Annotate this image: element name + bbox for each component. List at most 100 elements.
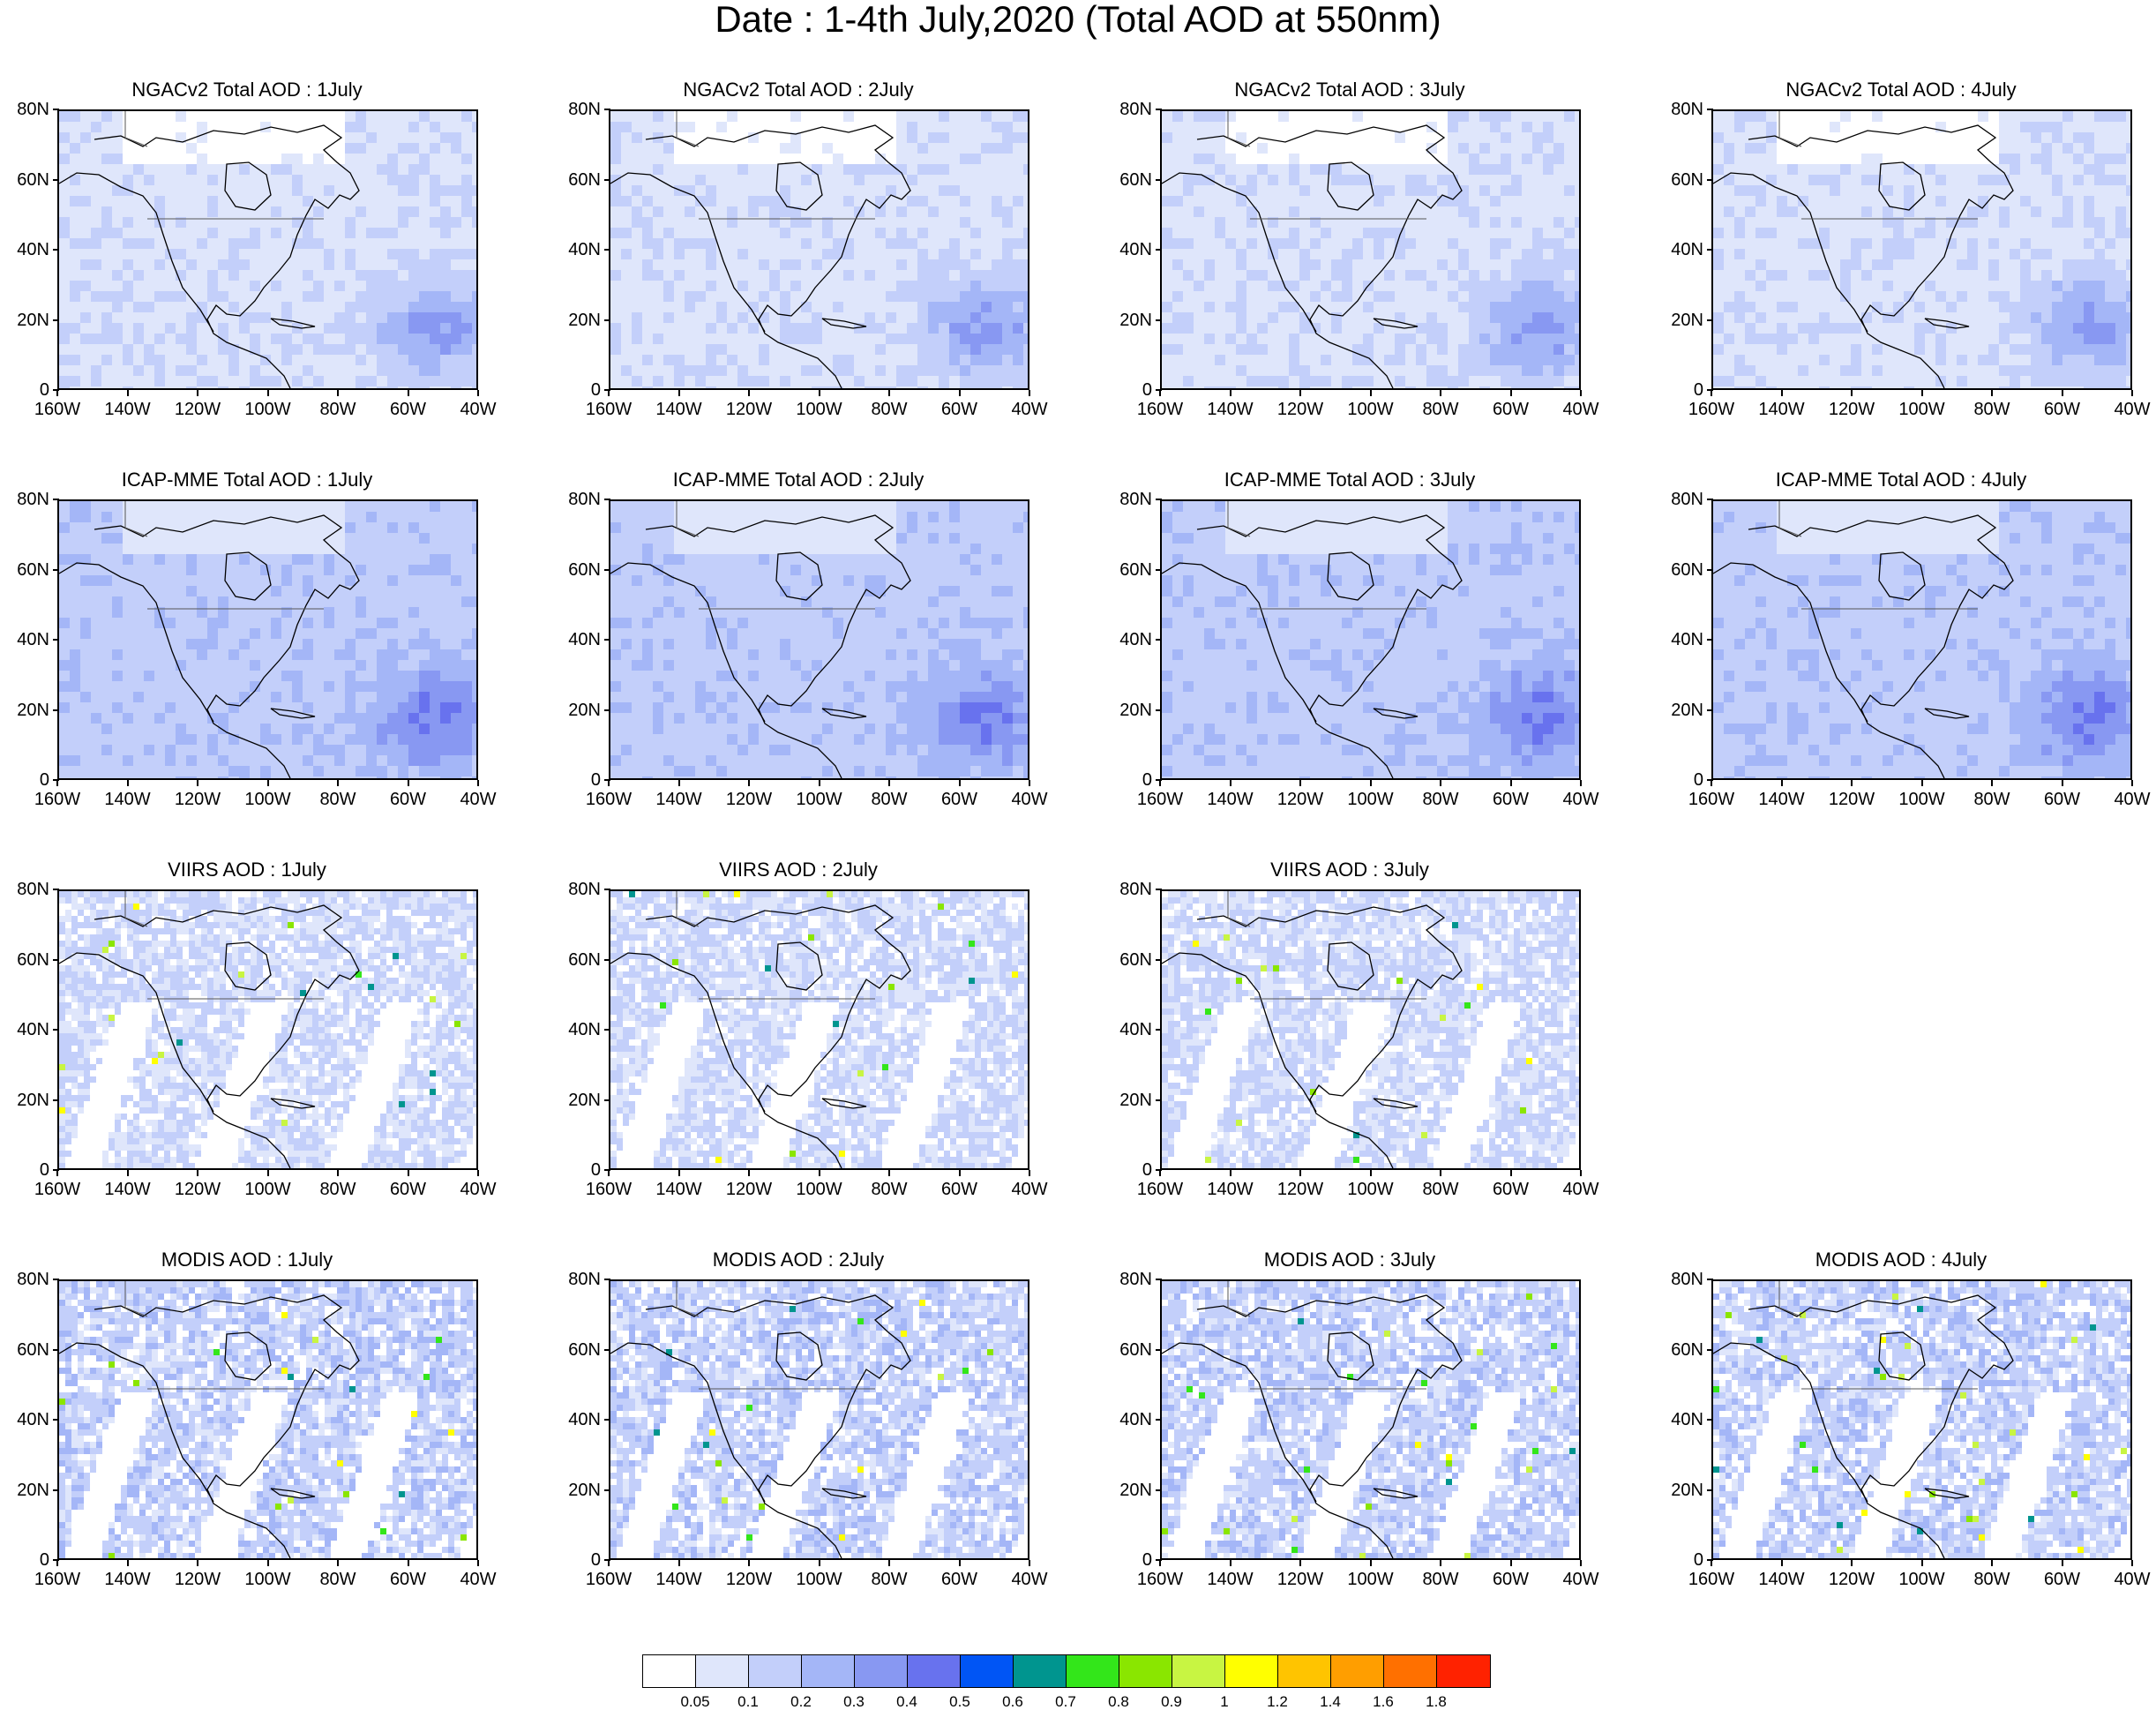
x-tick-label: 120W [1265, 401, 1336, 418]
x-tick-label: 80W [1405, 401, 1476, 418]
map-panel: NGACv2 Total AOD : 2July 80N 60N 40N 20N 0 160… [551, 78, 1047, 448]
x-tick-label: 60W [2027, 791, 2098, 808]
map-panel: VIIRS AOD : 2July 80N 60N 40N 20N 0 160W 140W 12… [551, 858, 1047, 1228]
y-tick-mark [53, 1348, 59, 1351]
colorbar-swatch [908, 1655, 961, 1687]
y-tick-mark [604, 1279, 610, 1280]
y-tick-mark [1156, 709, 1162, 711]
y-tick-mark [1156, 178, 1162, 181]
x-tick-mark [1780, 780, 1783, 786]
coastline [1924, 708, 1970, 719]
aod-colorbar [642, 1654, 1491, 1688]
x-tick-label: 140W [644, 1181, 715, 1198]
coastline [821, 708, 867, 719]
y-tick-mark [53, 779, 59, 781]
x-tick-mark [677, 1560, 680, 1566]
map-panel: ICAP-MME Total AOD : 3July 80N 60N 40N 20N 0 1… [1103, 468, 1598, 838]
map-panel: VIIRS AOD : 1July 80N 60N 40N 20N 0 160W 140W 12… [0, 858, 496, 1228]
x-tick-mark [888, 1560, 890, 1566]
x-tick-mark [1229, 1560, 1231, 1566]
y-tick-mark [53, 889, 59, 890]
country-border [1227, 501, 1426, 610]
x-tick-label: 100W [1336, 401, 1406, 418]
aod-field [59, 1281, 476, 1558]
coastline [1924, 318, 1970, 329]
coastline [1162, 1342, 1317, 1503]
y-tick-label: 40N [1103, 1411, 1152, 1429]
y-tick-mark [53, 319, 59, 321]
y-tick-label: 60N [0, 1341, 49, 1359]
x-tick-label: 60W [1476, 791, 1546, 808]
coastline [775, 551, 823, 601]
x-tick-label: 120W [162, 1571, 233, 1588]
map-panel: MODIS AOD : 1July 80N 60N 40N 20N 0 160W 140W 12… [0, 1248, 496, 1618]
x-tick-label: 40W [2097, 401, 2156, 418]
colorbar-swatch [749, 1655, 802, 1687]
x-tick-mark [407, 1560, 409, 1566]
y-tick-label: 0 [1654, 771, 1703, 789]
panel-title: ICAP-MME Total AOD : 1July [0, 468, 494, 492]
x-tick-mark [197, 390, 198, 396]
x-tick-mark [748, 390, 750, 396]
country-border [1227, 891, 1426, 1000]
x-tick-label: 120W [162, 791, 233, 808]
x-tick-mark [197, 1560, 198, 1566]
coastline [59, 1342, 214, 1503]
x-tick-mark [608, 1170, 610, 1176]
x-tick-label: 40W [1546, 1571, 1616, 1588]
x-tick-label: 80W [1405, 791, 1476, 808]
x-tick-mark [266, 1560, 269, 1566]
x-tick-label: 100W [1887, 1571, 1958, 1588]
y-tick-mark [53, 1419, 59, 1421]
coastline [1713, 562, 1868, 723]
x-tick-label: 160W [1676, 401, 1747, 418]
y-tick-label: 0 [1654, 1551, 1703, 1569]
y-tick-mark [604, 319, 610, 321]
x-tick-label: 140W [93, 401, 163, 418]
country-border [676, 891, 875, 1000]
x-tick-mark [1159, 1170, 1161, 1176]
coastline [1878, 1331, 1926, 1381]
x-tick-mark [407, 390, 409, 396]
x-tick-label: 100W [1887, 791, 1958, 808]
y-tick-label: 80N [0, 881, 49, 898]
x-tick-mark [1229, 390, 1231, 396]
coastline [610, 562, 766, 723]
coastline [59, 562, 214, 723]
x-tick-label: 60W [925, 401, 995, 418]
panel-title: VIIRS AOD : 2July [551, 858, 1045, 882]
y-tick-mark [1707, 499, 1713, 500]
x-tick-label: 80W [303, 791, 373, 808]
x-tick-label: 120W [162, 1181, 233, 1198]
x-tick-mark [1440, 1170, 1441, 1176]
aod-field [1162, 1281, 1579, 1558]
map-frame [609, 109, 1029, 390]
coastline [821, 1098, 867, 1109]
country-border [1778, 111, 1978, 220]
y-tick-label: 0 [1103, 771, 1152, 789]
y-tick-mark [1156, 1348, 1162, 1351]
x-tick-mark [1440, 1560, 1441, 1566]
x-tick-label: 140W [1195, 1571, 1266, 1588]
x-tick-label: 140W [644, 1571, 715, 1588]
x-tick-label: 60W [1476, 1181, 1546, 1198]
x-tick-mark [748, 1170, 750, 1176]
y-tick-mark [1707, 568, 1713, 571]
y-tick-label: 20N [1103, 311, 1152, 329]
coastline [775, 161, 823, 211]
y-tick-label: 20N [551, 701, 601, 719]
y-tick-label: 60N [551, 1341, 601, 1359]
x-tick-label: 80W [854, 791, 925, 808]
y-tick-mark [1707, 249, 1713, 251]
figure-title: Date : 1-4th July,2020 (Total AOD at 550… [0, 0, 2156, 39]
x-tick-mark [1509, 1170, 1512, 1176]
aod-field [1713, 501, 2130, 778]
x-tick-mark [1851, 780, 1853, 786]
y-tick-label: 60N [1654, 561, 1703, 579]
coastline [1162, 952, 1317, 1113]
country-border [676, 501, 875, 610]
x-tick-mark [818, 1560, 820, 1566]
y-tick-mark [53, 1489, 59, 1491]
y-tick-mark [53, 1559, 59, 1561]
colorbar-label: 0.2 [775, 1694, 827, 1710]
